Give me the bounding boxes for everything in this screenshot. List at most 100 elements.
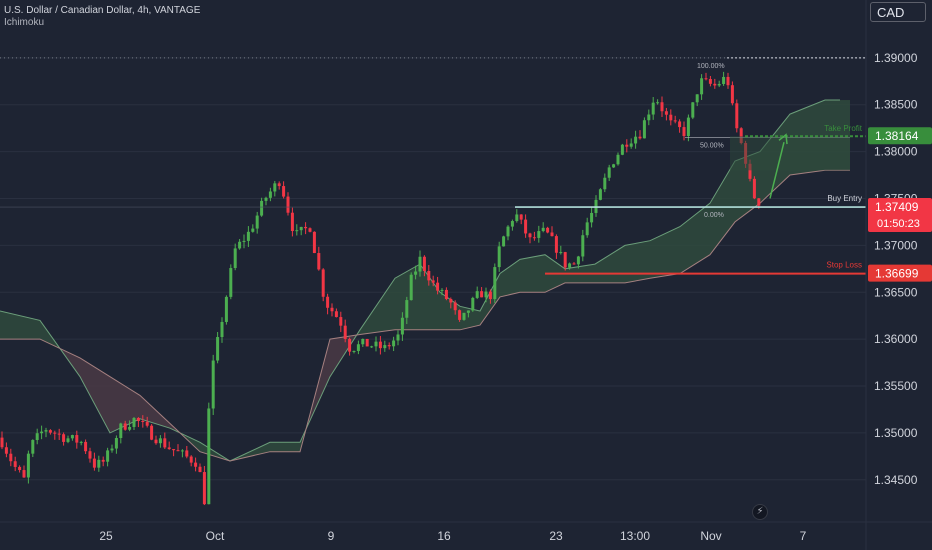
candle-body (238, 241, 242, 249)
candle-body (150, 425, 154, 440)
candle-body (317, 253, 321, 270)
cloud-segment (262, 445, 264, 454)
cloud-segment (690, 217, 692, 268)
lightning-icon[interactable]: ⚡ (752, 504, 768, 520)
cloud-segment (678, 226, 680, 274)
cloud-segment (524, 258, 526, 293)
cloud-segment (388, 285, 390, 331)
cloud-segment (542, 254, 544, 293)
cloud-segment (86, 361, 88, 392)
cloud-segment (6, 312, 8, 340)
cloud-segment (24, 316, 26, 340)
candle-body (414, 271, 418, 275)
cloud-segment (434, 283, 436, 330)
cloud-segment (610, 253, 612, 283)
price-tick: 1.38000 (874, 145, 918, 159)
candle-body (251, 228, 255, 232)
candle-body (273, 183, 277, 192)
cloud-segment (620, 247, 622, 283)
price-tick: 1.39000 (874, 51, 918, 65)
cloud-segment (736, 159, 738, 222)
cloud-segment (382, 294, 384, 332)
cloud-segment (160, 414, 162, 426)
cloud-segment (418, 264, 420, 330)
take-profit-label: Take Profit (824, 124, 863, 133)
candle-body (202, 472, 206, 505)
cloud-segment (506, 267, 508, 296)
cloud-segment (146, 401, 148, 422)
cloud-segment (502, 270, 504, 297)
cloud-segment (54, 340, 56, 347)
candle-body (537, 231, 541, 238)
candlestick-series (0, 71, 761, 506)
cloud-segment (538, 255, 540, 293)
cloud-segment (162, 416, 164, 427)
cloud-segment (134, 391, 136, 422)
cloud-segment (746, 156, 748, 214)
candle-body (128, 426, 132, 430)
cloud-segment (578, 266, 580, 283)
cloud-segment (204, 444, 206, 454)
cloud-segment (194, 439, 196, 448)
candle-body (185, 450, 189, 457)
trade-overlays: 100.00% 50.00% 0.00% Take Profit Buy Entry St… (0, 57, 866, 275)
candle-body (145, 421, 149, 426)
cloud-segment (472, 309, 474, 327)
currency-button[interactable]: CAD (870, 2, 926, 22)
cloud-segment (150, 404, 152, 423)
cloud-segment (566, 268, 568, 283)
candle-body (312, 231, 316, 254)
cloud-segment (722, 179, 724, 239)
candle-body (475, 291, 479, 298)
candle-body (110, 448, 114, 451)
cloud-segment (258, 446, 260, 455)
candle-body (343, 325, 347, 339)
cloud-segment (740, 158, 742, 219)
price-tick: 1.35500 (874, 379, 918, 393)
time-tick: 7 (800, 529, 807, 543)
candle-body (616, 154, 620, 165)
cloud-segment (284, 442, 286, 452)
cloud-segment (378, 300, 380, 333)
cloud-segment (108, 375, 110, 433)
candle-body (229, 268, 233, 297)
cloud-segment (30, 318, 32, 340)
cloud-segment (372, 309, 374, 333)
candle-body (559, 252, 563, 254)
cloud-segment (638, 242, 640, 281)
candle-body (546, 227, 550, 233)
cloud-segment (260, 446, 262, 455)
indicator-label[interactable]: Ichimoku (4, 17, 45, 28)
candle-body (286, 196, 290, 213)
candle-body (62, 434, 66, 442)
arrow-head (778, 133, 788, 145)
cloud-segment (648, 240, 650, 279)
candle-body (427, 270, 431, 281)
cloud-segment (32, 318, 34, 340)
candle-body (554, 236, 558, 253)
candle-body (255, 215, 259, 229)
candle-body (757, 198, 761, 206)
cloud-segment (676, 227, 678, 275)
cloud-segment (700, 209, 702, 261)
cloud-segment (290, 442, 292, 452)
cloud-segment (528, 257, 530, 293)
cloud-segment (482, 303, 484, 323)
cloud-segment (630, 244, 632, 282)
cloud-segment (66, 351, 68, 360)
cloud-segment (72, 354, 74, 369)
candle-body (106, 450, 110, 462)
cloud-segment (392, 279, 394, 331)
candle-body (506, 226, 510, 237)
candle-body (576, 256, 580, 265)
cloud-segment (660, 235, 662, 277)
cloud-segment (80, 357, 82, 381)
candle-body (669, 114, 673, 121)
candle-body (612, 164, 616, 168)
cloud-segment (516, 260, 518, 294)
cloud-segment (70, 353, 72, 366)
candle-body (629, 143, 633, 147)
cloud-segment (196, 440, 198, 450)
candle-body (686, 117, 690, 137)
